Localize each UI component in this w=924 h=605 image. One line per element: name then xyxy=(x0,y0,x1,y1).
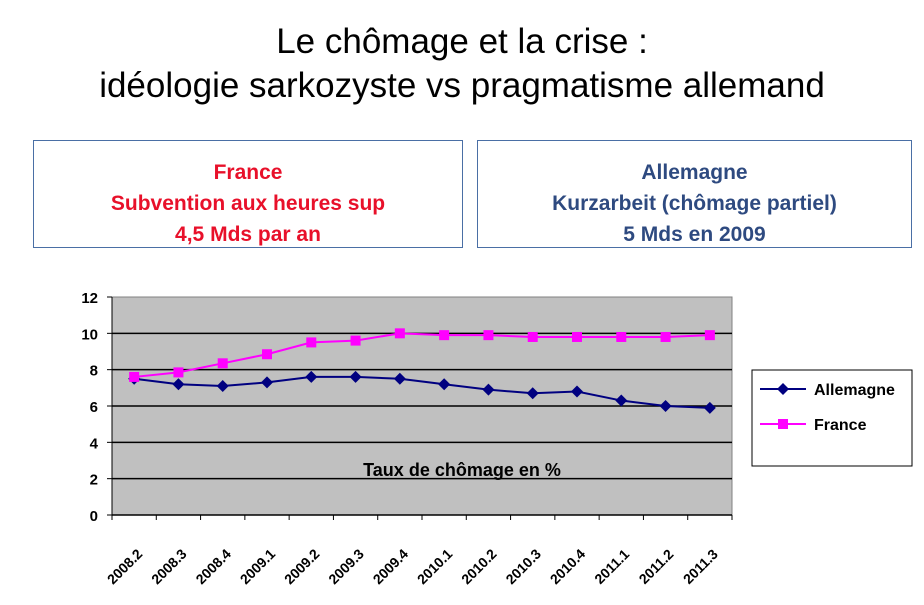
data-point-france xyxy=(262,349,272,360)
allemagne-box-cost: 5 Mds en 2009 xyxy=(623,223,766,246)
x-tick-label: 2010.4 xyxy=(547,546,589,588)
france-box: France Subvention aux heures sup 4,5 Mds… xyxy=(33,140,463,248)
legend-label-france: France xyxy=(814,417,867,434)
allemagne-box: Allemagne Kurzarbeit (chômage partiel) 5… xyxy=(477,140,912,248)
data-point-france xyxy=(483,330,494,341)
x-tick-label: 2010.2 xyxy=(458,546,500,588)
data-point-france xyxy=(616,331,627,342)
x-tick-label: 2008.3 xyxy=(148,546,190,588)
y-tick-label: 10 xyxy=(81,326,98,343)
france-box-heading: France xyxy=(213,161,283,184)
x-tick-label: 2010.1 xyxy=(414,546,456,588)
data-point-allemagne xyxy=(261,376,273,389)
data-point-france xyxy=(572,331,582,342)
allemagne-box-heading: Allemagne xyxy=(641,161,748,184)
data-point-france xyxy=(129,371,140,382)
france-box-cost: 4,5 Mds par an xyxy=(175,223,321,246)
data-point-france xyxy=(350,335,361,346)
chart-annotation: Taux de chômage en % xyxy=(363,460,561,480)
legend-marker xyxy=(777,383,789,395)
data-point-france xyxy=(527,331,538,342)
x-tick-label: 2008.4 xyxy=(192,546,234,588)
y-tick-label: 0 xyxy=(90,508,98,525)
legend-label-allemagne: Allemagne xyxy=(814,382,895,399)
france-box-policy: Subvention aux heures sup xyxy=(110,192,386,215)
data-point-france xyxy=(660,331,671,342)
data-point-france xyxy=(173,367,184,378)
data-point-france xyxy=(306,337,317,348)
series-line-allemagne xyxy=(134,375,710,409)
data-point-france xyxy=(439,330,450,341)
slide-title-line1: Le chômage et la crise : xyxy=(276,22,648,61)
y-tick-label: 12 xyxy=(81,290,98,307)
x-tick-label: 2011.3 xyxy=(680,546,721,587)
data-point-allemagne xyxy=(172,378,185,391)
data-point-france xyxy=(217,358,228,369)
slide-title-line2: idéologie sarkozyste vs pragmatisme alle… xyxy=(99,66,825,105)
y-tick-label: 6 xyxy=(90,399,98,416)
x-tick-label: 2010.3 xyxy=(502,546,544,588)
x-tick-label: 2009.3 xyxy=(325,546,367,588)
x-tick-label: 2009.2 xyxy=(281,546,323,588)
data-point-allemagne xyxy=(305,370,318,383)
data-point-allemagne xyxy=(216,380,229,393)
legend xyxy=(751,369,913,467)
x-tick-label: 2009.1 xyxy=(237,546,279,588)
data-point-allemagne xyxy=(482,383,495,396)
series-line-france xyxy=(134,332,710,378)
data-point-allemagne xyxy=(703,401,716,414)
x-tick-label: 2009.4 xyxy=(370,546,412,588)
y-tick-label: 4 xyxy=(90,435,99,452)
data-point-france xyxy=(394,328,405,339)
data-point-france xyxy=(704,330,715,341)
data-point-allemagne xyxy=(349,370,362,383)
y-tick-label: 2 xyxy=(90,472,98,489)
data-point-allemagne xyxy=(615,394,628,407)
x-tick-label: 2011.1 xyxy=(591,546,632,587)
y-tick-label: 8 xyxy=(90,363,98,380)
data-point-allemagne xyxy=(393,372,406,385)
legend-marker xyxy=(778,419,788,429)
allemagne-box-policy: Kurzarbeit (chômage partiel) xyxy=(552,192,837,215)
data-point-allemagne xyxy=(438,378,451,391)
data-point-allemagne xyxy=(659,400,672,412)
data-point-allemagne xyxy=(526,387,539,400)
data-point-allemagne xyxy=(571,385,583,398)
x-tick-label: 2008.2 xyxy=(104,546,146,588)
x-tick-label: 2011.2 xyxy=(636,546,677,587)
